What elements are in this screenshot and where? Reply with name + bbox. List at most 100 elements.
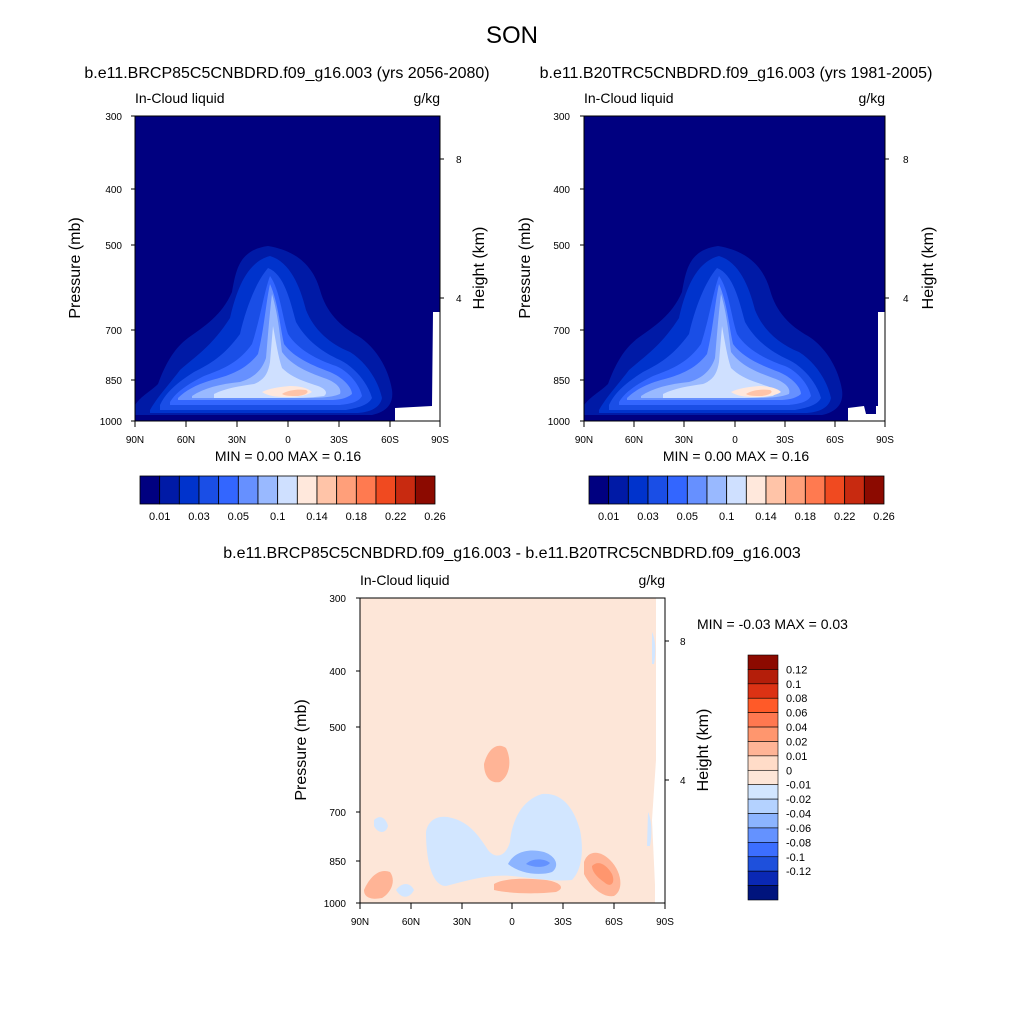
y-tick-label: 400 xyxy=(329,667,346,678)
x-tick-label: 30N xyxy=(228,435,246,446)
y-axis-label: Pressure (mb) xyxy=(517,217,534,318)
variable-label: In-Cloud liquid xyxy=(135,90,225,106)
colorbar-label: 0.1 xyxy=(270,511,285,523)
colorbar-swatch xyxy=(608,475,629,505)
x-tick-label: 90N xyxy=(126,435,144,446)
colorbar-swatch xyxy=(667,475,688,505)
y-tick-label: 1000 xyxy=(548,417,571,428)
x-tick-label: 60N xyxy=(402,917,420,928)
variable-label: In-Cloud liquid xyxy=(360,572,450,588)
y-tick-label: 1000 xyxy=(100,417,123,428)
colorbar-label: -0.08 xyxy=(786,837,811,849)
colorbar-swatch xyxy=(647,475,669,505)
colorbar-swatch xyxy=(747,683,779,699)
y-tick-label: 400 xyxy=(553,185,570,196)
colorbar-swatch xyxy=(218,475,239,505)
x-tick-label: 90S xyxy=(431,435,449,446)
y-axis-label: Pressure (mb) xyxy=(67,217,84,318)
y2-tick-label: 4 xyxy=(680,776,686,787)
x-tick-label: 0 xyxy=(732,435,738,446)
min-label: MIN = -0.03 xyxy=(697,616,771,632)
y2-axis-label: Height (km) xyxy=(695,709,712,792)
svg-text:MIN = 0.00 MAX = 0.16: MIN = 0.00 MAX = 0.16 xyxy=(663,448,810,464)
x-tick-label: 60S xyxy=(605,917,623,928)
y2-tick-label: 8 xyxy=(456,155,462,166)
colorbar-label: 0.26 xyxy=(424,511,445,523)
units-label: g/kg xyxy=(859,90,885,106)
y2-axis-label: Height (km) xyxy=(471,227,488,310)
y2-tick-label: 4 xyxy=(903,294,909,305)
colorbar-swatch xyxy=(627,475,649,505)
x-tick-label: 60S xyxy=(826,435,844,446)
colorbar-label: 0.26 xyxy=(873,511,894,523)
colorbar-swatch xyxy=(747,654,779,670)
colorbar-swatch xyxy=(395,475,416,505)
colorbar-swatch xyxy=(277,475,298,505)
colorbar-label: 0.02 xyxy=(786,736,807,748)
y-tick-label: 1000 xyxy=(324,899,347,910)
contour-field xyxy=(360,598,665,903)
colorbar-swatch xyxy=(336,475,357,505)
colorbar-swatch xyxy=(747,769,779,786)
y-tick-label: 400 xyxy=(105,185,122,196)
colorbar-swatch xyxy=(745,475,767,505)
x-tick-label: 90S xyxy=(656,917,674,928)
colorbar-label: -0.1 xyxy=(786,852,805,864)
colorbar-swatch xyxy=(747,856,779,872)
colorbar-swatch xyxy=(178,475,200,505)
y-tick-label: 700 xyxy=(553,326,570,337)
colorbar-label: 0.01 xyxy=(149,511,170,523)
max-label: MAX = 0.16 xyxy=(736,448,810,464)
colorbar-swatch xyxy=(159,475,180,505)
y-tick-label: 500 xyxy=(105,241,122,252)
x-tick-label: 0 xyxy=(285,435,291,446)
colorbar-label: -0.04 xyxy=(786,809,811,821)
colorbar-difference: 0.12 0.1 0.08 0.06 0.04 0.02 0.01 0 -0.01 -0.02 -0… xyxy=(747,654,811,901)
colorbar-swatch xyxy=(747,784,779,800)
colorbar-label: 0.03 xyxy=(637,511,658,523)
colorbar-swatch xyxy=(747,798,779,814)
colorbar-swatch xyxy=(747,885,779,901)
panel-future: b.e11.BRCP85C5CNBDRD.f09_g16.003 (yrs 20… xyxy=(67,65,490,464)
x-tick-label: 60N xyxy=(625,435,643,446)
colorbar-label: 0.18 xyxy=(795,511,816,523)
axes: 300 400 500 700 850 1000 8 4 90N 60N 30N… xyxy=(67,112,488,464)
x-tick-label: 30S xyxy=(330,435,348,446)
y2-tick-label: 4 xyxy=(456,294,462,305)
x-tick-label: 30N xyxy=(453,917,471,928)
svg-text:MIN = 0.00 MAX = 0.16: MIN = 0.00 MAX = 0.16 xyxy=(215,448,362,464)
colorbar-label: 0.08 xyxy=(786,693,807,705)
colorbar-swatch xyxy=(747,712,779,728)
panel-title: b.e11.BRCP85C5CNBDRD.f09_g16.003 (yrs 20… xyxy=(84,65,489,82)
colorbar-swatch xyxy=(747,870,779,886)
colorbar-label: 0.22 xyxy=(385,511,406,523)
colorbar-swatch xyxy=(296,475,318,505)
colorbar-swatch xyxy=(765,475,787,505)
y-tick-label: 700 xyxy=(105,326,122,337)
min-label: MIN = 0.00 xyxy=(215,448,284,464)
y2-tick-label: 8 xyxy=(903,155,909,166)
colorbar-label: 0.01 xyxy=(786,751,807,763)
colorbar-swatch xyxy=(257,475,279,505)
colorbar-label: 0.18 xyxy=(346,511,367,523)
svg-text:MIN = -0.03 MAX = 0.03: MIN = -0.03 MAX = 0.03 xyxy=(697,616,848,632)
y-tick-label: 850 xyxy=(553,376,570,387)
x-tick-label: 90S xyxy=(876,435,894,446)
colorbar-swatch xyxy=(804,475,826,505)
colorbar-label: 0.05 xyxy=(677,511,698,523)
y2-axis-label: Height (km) xyxy=(920,227,937,310)
colorbar-swatch xyxy=(139,475,161,505)
colorbar-swatch xyxy=(316,475,338,505)
colorbar-label: -0.06 xyxy=(786,823,811,835)
min-label: MIN = 0.00 xyxy=(663,448,732,464)
colorbar-swatch xyxy=(747,813,779,829)
colorbar-label: 0.1 xyxy=(719,511,734,523)
colorbar-label: 0.03 xyxy=(188,511,209,523)
colorbar-swatch xyxy=(375,475,397,505)
colorbar-label: 0.04 xyxy=(786,722,807,734)
colorbar-label: 0.01 xyxy=(598,511,619,523)
colorbar-swatch xyxy=(747,755,779,771)
y-tick-label: 850 xyxy=(105,376,122,387)
colorbar-label: 0.06 xyxy=(786,708,807,720)
